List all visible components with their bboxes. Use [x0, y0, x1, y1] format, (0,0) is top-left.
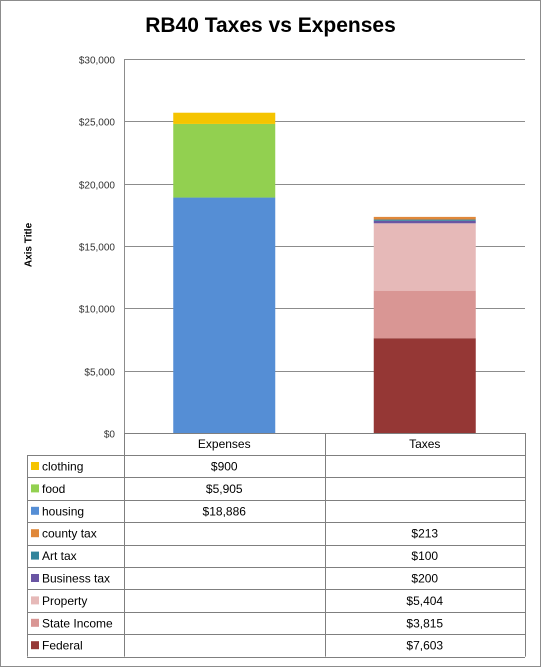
y-tick-label: $10,000 [79, 305, 116, 316]
y-tick-label: $25,000 [79, 118, 116, 129]
y-tick-label: $30,000 [79, 56, 116, 67]
y-tick-label: $15,000 [79, 243, 116, 254]
legend-swatch-county-tax [31, 529, 39, 538]
legend-swatch-property [31, 596, 39, 605]
legend-label-food: food [42, 482, 65, 496]
legend-swatch-clothing [31, 462, 39, 470]
data-label-county-tax: $213 [411, 527, 438, 541]
x-category-label: Expenses [198, 437, 251, 451]
data-label-federal: $7,603 [406, 639, 443, 653]
legend-label-property: Property [42, 594, 87, 608]
legend-swatch-business-tax [31, 574, 39, 582]
data-label-state-income: $3,815 [406, 616, 443, 630]
legend-label-art-tax: Art tax [42, 549, 77, 563]
legend-swatch-food [31, 484, 39, 493]
bar-expenses-clothing [173, 112, 276, 124]
bar-taxes-property [373, 223, 476, 291]
legend-label-county-tax: county tax [42, 527, 97, 541]
bar-expenses-housing [173, 197, 276, 433]
y-tick-label: $5,000 [84, 368, 115, 379]
x-category-label: Taxes [409, 437, 440, 451]
legend-swatch-state-income [31, 618, 39, 627]
legend-swatch-housing [31, 506, 39, 515]
legend-swatch-federal [31, 641, 39, 650]
bar-taxes-federal [373, 338, 476, 433]
legend-label-housing: housing [42, 504, 84, 518]
data-label-art-tax: $100 [411, 549, 438, 563]
bar-taxes-county-tax [373, 216, 476, 220]
bar-taxes-art-tax [373, 219, 476, 221]
data-label-food: $5,905 [206, 482, 243, 496]
data-label-business-tax: $200 [411, 572, 438, 586]
legend-label-business-tax: Business tax [42, 572, 110, 586]
bar-taxes-state-income [373, 290, 476, 339]
bar-taxes-business-tax [373, 220, 476, 224]
data-label-housing: $18,886 [203, 504, 247, 518]
y-tick-label: $0 [104, 430, 116, 441]
legend-label-clothing: clothing [42, 460, 83, 474]
data-label-property: $5,404 [406, 594, 443, 608]
bar-expenses-food [173, 123, 276, 198]
data-label-clothing: $900 [211, 460, 238, 474]
legend-label-federal: Federal [42, 639, 83, 653]
chart-title: RB40 Taxes vs Expenses [145, 14, 396, 37]
y-tick-label: $20,000 [79, 181, 116, 192]
legend-label-state-income: State Income [42, 616, 113, 630]
legend-swatch-art-tax [31, 551, 39, 560]
